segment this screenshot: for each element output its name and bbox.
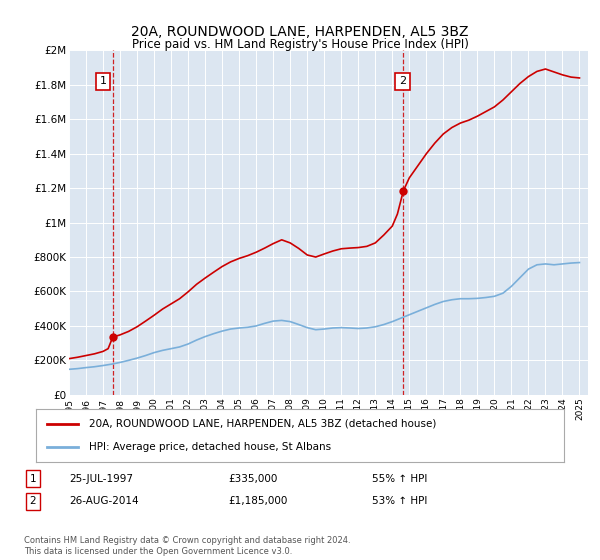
Text: 1: 1	[100, 76, 107, 86]
Text: 25-JUL-1997: 25-JUL-1997	[69, 474, 133, 484]
Text: 1: 1	[29, 474, 37, 484]
Text: 20A, ROUNDWOOD LANE, HARPENDEN, AL5 3BZ: 20A, ROUNDWOOD LANE, HARPENDEN, AL5 3BZ	[131, 25, 469, 39]
Text: 55% ↑ HPI: 55% ↑ HPI	[372, 474, 427, 484]
Text: 2: 2	[29, 496, 37, 506]
Text: 20A, ROUNDWOOD LANE, HARPENDEN, AL5 3BZ (detached house): 20A, ROUNDWOOD LANE, HARPENDEN, AL5 3BZ …	[89, 419, 436, 429]
Text: 53% ↑ HPI: 53% ↑ HPI	[372, 496, 427, 506]
Text: Contains HM Land Registry data © Crown copyright and database right 2024.
This d: Contains HM Land Registry data © Crown c…	[24, 536, 350, 556]
Text: £1,185,000: £1,185,000	[228, 496, 287, 506]
Text: 2: 2	[399, 76, 406, 86]
Text: 26-AUG-2014: 26-AUG-2014	[69, 496, 139, 506]
Text: HPI: Average price, detached house, St Albans: HPI: Average price, detached house, St A…	[89, 442, 331, 452]
Text: Price paid vs. HM Land Registry's House Price Index (HPI): Price paid vs. HM Land Registry's House …	[131, 38, 469, 51]
Text: £335,000: £335,000	[228, 474, 277, 484]
